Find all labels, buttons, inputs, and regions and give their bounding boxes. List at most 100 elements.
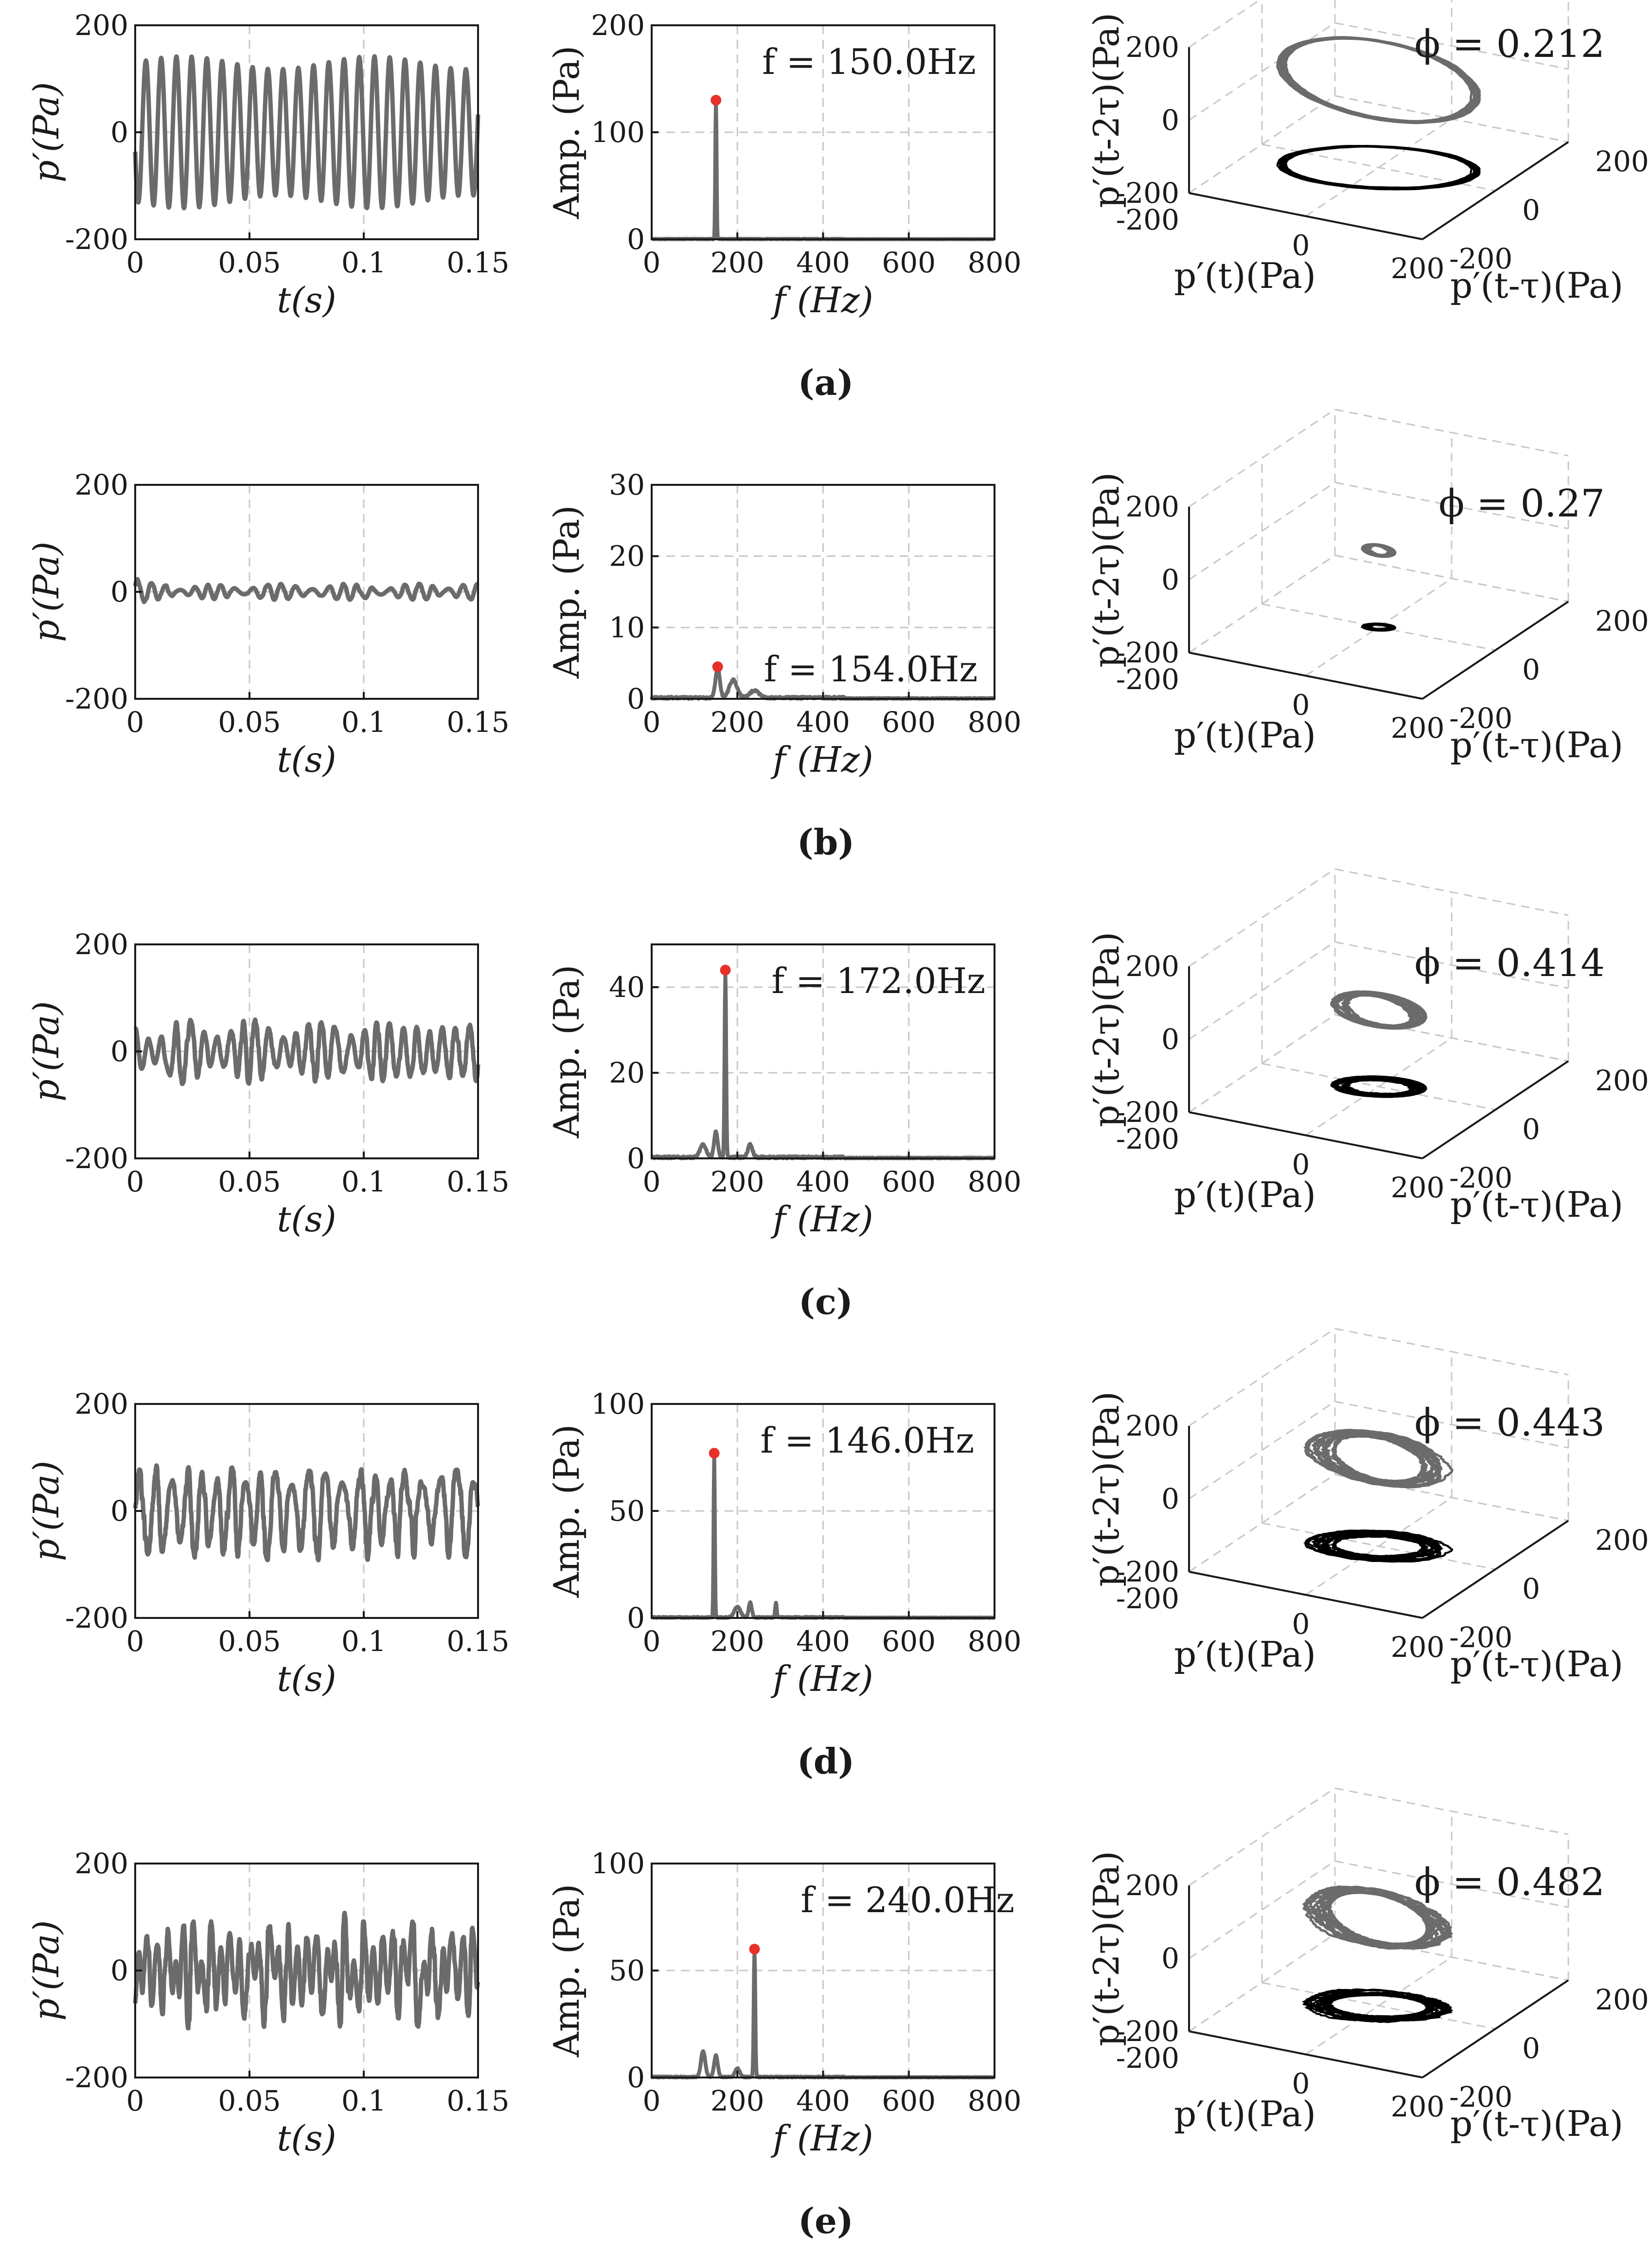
attractor-trajectory [1361,543,1397,558]
gridline [1189,941,1335,1040]
y-tick-label: 0 [110,1494,128,1527]
x-tick-label: 0 [643,1625,661,1658]
panel-label: (d) [797,1740,854,1782]
peak-frequency-annotation: f = 172.0Hz [772,960,986,1001]
x-tick-label: -200 [1116,1122,1179,1155]
gridline [1334,1014,1569,1062]
z-tick-label: 0 [1161,1482,1179,1515]
gridline [1189,0,1261,48]
gridline [1334,481,1569,530]
gridline [1189,1328,1335,1427]
x-tick-label: 0 [643,706,661,739]
pressure-signal-line [133,1463,480,1563]
x-axis-line [1189,652,1423,700]
y-tick-label: 200 [1595,1983,1649,2016]
x-tick-label: 0.15 [446,1165,509,1198]
gridline [1305,1497,1452,1596]
y-axis-label: p′(Pa) [26,1920,67,2021]
x-tick-label: 0.1 [341,706,386,739]
peak-marker [749,1944,760,1954]
panel-label: (c) [799,1281,853,1322]
gridline [1334,868,1569,916]
z-tick-label: 0 [1161,1942,1179,1975]
x-tick-label: 0 [126,1625,144,1658]
z-axis-label: p′(t-2τ)(Pa) [1086,472,1127,668]
x-axis-label: f (Hz) [770,2118,873,2159]
y-axis-label: p′(t-τ)(Pa) [1450,265,1623,306]
y-tick-label: 200 [74,9,128,42]
y-tick-label: 200 [74,468,128,501]
x-axis-label: p′(t)(Pa) [1174,255,1316,296]
x-tick-label: 200 [1391,252,1445,285]
x-tick-label: 0.15 [446,1625,509,1658]
x-tick-label: 800 [968,246,1022,279]
y-axis-label: Amp. (Pa) [546,1884,587,2058]
z-tick-label: -200 [1116,1555,1179,1588]
y-tick-label: 0 [1522,653,1540,686]
x-tick-label: 0.1 [341,1625,386,1658]
x-tick-label: 400 [796,1165,850,1198]
x-axis-label: p′(t)(Pa) [1174,1634,1316,1675]
x-tick-label: 800 [968,1625,1022,1658]
y-tick-label: -200 [1449,2080,1512,2113]
x-tick-label: 600 [882,2084,936,2117]
x-axis-label: t(s) [277,1658,336,1699]
attractor-trajectory [1302,1885,1453,1950]
z-tick-label: 0 [1161,1023,1179,1056]
y-tick-label: 200 [74,1847,128,1880]
z-tick-label: -200 [1116,177,1179,210]
peak-marker [709,1448,720,1459]
y-tick-label: 0 [1522,1113,1540,1146]
x-tick-label: 0.05 [218,1625,281,1658]
x-tick-label: 200 [1391,1631,1445,1664]
y-tick-label: 0 [627,223,645,256]
attractor-trajectory [1330,990,1428,1030]
y-tick-label: 200 [591,9,645,42]
y-axis-label: Amp. (Pa) [546,1424,587,1598]
x-tick-label: 0.15 [446,246,509,279]
x-tick-label: 200 [711,2084,764,2117]
x-tick-label: 600 [882,706,936,739]
z-tick-label: 200 [1125,950,1179,983]
y-tick-label: 200 [1595,1064,1649,1097]
attractor-projection [1361,622,1397,632]
y-tick-label: 20 [609,540,645,573]
y-tick-label: 0 [1522,1572,1540,1605]
x-tick-label: 200 [711,1165,764,1198]
x-tick-label: 0.1 [341,246,386,279]
x-axis-label: f (Hz) [770,280,873,320]
x-axis-label: t(s) [277,280,336,320]
pressure-signal-line [133,577,480,604]
x-tick-label: 600 [882,1165,936,1198]
gridline [1305,1956,1452,2055]
attractor-projection [1303,1529,1454,1563]
x-axis-line [1189,1571,1423,1619]
y-tick-label: 100 [591,1847,645,1880]
y-axis-line [1421,1979,1569,2078]
phi-value-label: ϕ = 0.482 [1415,1861,1605,1904]
y-tick-label: -200 [65,1142,128,1175]
gridline [1189,408,1335,508]
gridline [1334,554,1569,603]
y-tick-label: 0 [627,1142,645,1175]
x-tick-label: 0 [126,2084,144,2117]
phi-value-label: ϕ = 0.212 [1415,22,1605,66]
peak-frequency-annotation: f = 146.0Hz [761,1420,975,1461]
gridline [1189,1401,1335,1500]
x-tick-label: 200 [711,1625,764,1658]
x-axis-label: p′(t)(Pa) [1174,2094,1316,2134]
peak-frequency-annotation: f = 154.0Hz [764,649,978,690]
phi-value-label: ϕ = 0.27 [1439,482,1605,526]
spectrum-plot: 0 200 400 600 800 100 50 0 f (Hz) Amp. (Pa) f = 14… [546,1387,1021,1699]
y-axis-label: Amp. (Pa) [546,46,587,219]
y-tick-label: 50 [609,1494,645,1527]
y-tick-label: 40 [609,971,645,1004]
gridline [1334,22,1569,70]
attractor-projection [1330,1075,1428,1098]
y-tick-label: 10 [609,611,645,644]
gridline [1305,118,1452,217]
y-tick-label: 200 [1595,1524,1649,1557]
